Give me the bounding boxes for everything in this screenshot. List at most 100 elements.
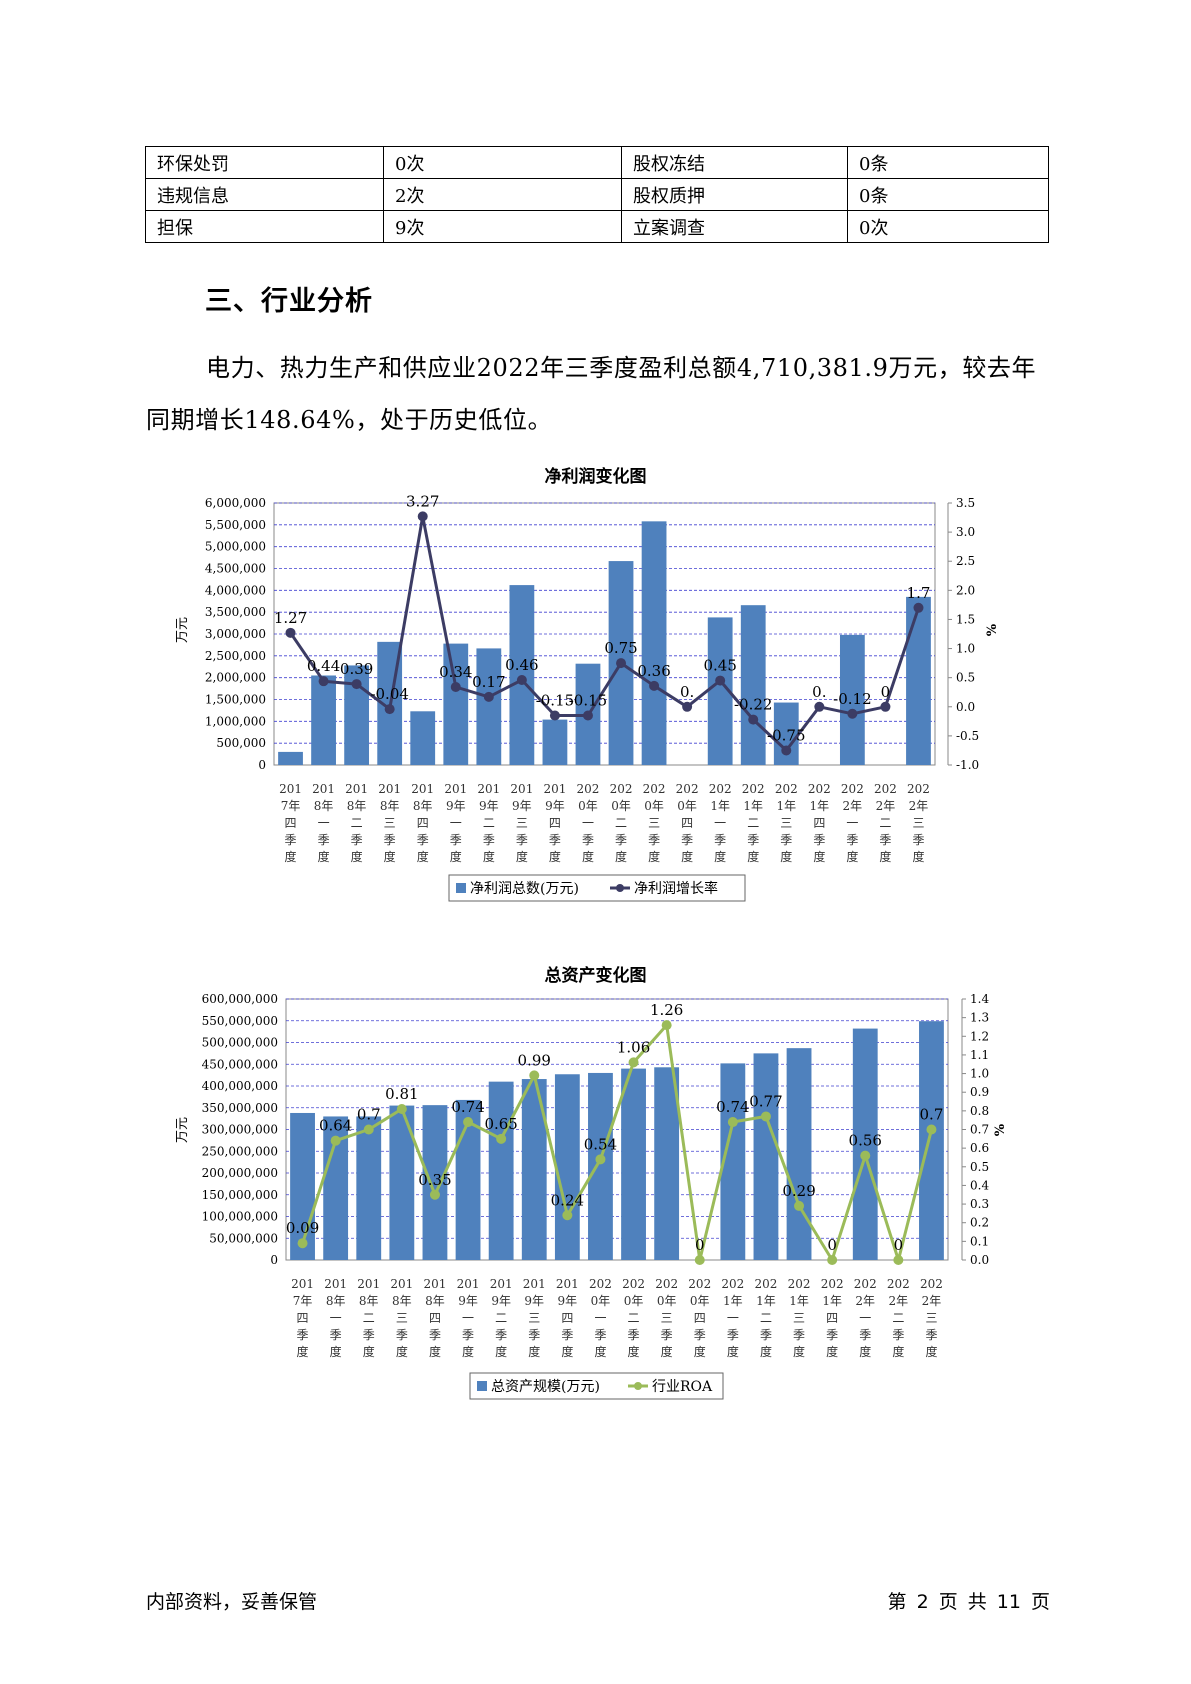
x-tick-label: 四	[417, 816, 429, 830]
data-label: -0.22	[734, 696, 772, 714]
info-table-row: 环保处罚 0次 股权冻结 0条	[145, 146, 1049, 179]
x-tick-label: 二	[363, 1311, 375, 1325]
x-tick-label: 202	[577, 782, 600, 796]
x-tick-label: 一	[594, 1311, 606, 1325]
x-tick-label: 四	[297, 1311, 309, 1325]
x-tick-label: 202	[920, 1277, 943, 1291]
y2-tick-label: 2.0	[956, 583, 975, 597]
x-tick-label: 四	[549, 816, 561, 830]
data-label: 0.44	[307, 657, 340, 675]
line-point	[827, 1255, 838, 1265]
y-tick-label: 4,000,000	[205, 583, 266, 597]
info-table-cell: 立案调查	[621, 210, 848, 243]
x-tick-label: 0年	[644, 799, 664, 813]
line-point	[516, 674, 527, 685]
x-tick-label: 201	[477, 782, 500, 796]
x-tick-label: 度	[384, 849, 396, 864]
x-tick-label: 二	[879, 816, 891, 830]
line-point	[661, 1020, 672, 1031]
legend-box	[448, 874, 746, 902]
y-tick-label: 1,500,000	[205, 693, 266, 707]
x-tick-label: 2年	[843, 799, 863, 813]
x-tick-label: 2年	[855, 1294, 875, 1308]
total-assets-chart: 600,000,000 550,000,000 500,000,000 450,000…	[175, 992, 1008, 1400]
x-tick-label: 一	[450, 816, 462, 830]
x-tick-label: 二	[747, 816, 759, 830]
y2-tick-label: 1.2	[970, 1029, 989, 1043]
data-label: 0.45	[703, 657, 736, 675]
x-tick-label: 季	[826, 1328, 838, 1342]
x-tick-label: 四	[429, 1311, 441, 1325]
x-tick-label: 季	[747, 833, 759, 847]
line-point	[297, 1238, 308, 1249]
x-tick-label: 度	[681, 849, 693, 864]
x-tick-label: 1年	[810, 799, 830, 813]
x-tick-label: 度	[912, 849, 924, 864]
x-tick-label: 202	[907, 782, 930, 796]
x-tick-label: 季	[495, 1328, 507, 1342]
x-tick-label: 二	[628, 1311, 640, 1325]
x-tick-label: 度	[780, 849, 792, 864]
bar	[588, 1072, 613, 1260]
data-label: 0.64	[319, 1117, 352, 1135]
section-heading: 三、行业分析	[205, 286, 373, 317]
x-tick-label: 一	[330, 1311, 342, 1325]
x-tick-label: 度	[450, 849, 462, 864]
x-tick-label: 201	[490, 1277, 513, 1291]
line-point	[748, 714, 759, 725]
x-tick-label: 1年	[710, 799, 730, 813]
data-label: 0	[894, 1236, 904, 1254]
legend-box	[469, 1372, 724, 1400]
y2-tick-label: -0.5	[956, 729, 979, 743]
x-tick-label: 度	[846, 849, 858, 864]
line-point	[429, 1189, 440, 1200]
x-tick-label: 度	[727, 1344, 739, 1359]
data-label: 0.75	[604, 639, 637, 657]
info-table-cell: 0次	[847, 210, 1049, 243]
data-label: 0.17	[472, 673, 505, 691]
legend-line-marker	[616, 884, 624, 892]
y-tick-label: 200,000,000	[202, 1166, 278, 1180]
line-point	[285, 627, 296, 638]
x-tick-label: 202	[887, 1277, 910, 1291]
x-tick-label: 202	[610, 782, 633, 796]
x-tick-label: 季	[318, 833, 330, 847]
x-tick-label: 201	[345, 782, 368, 796]
x-tick-label: 度	[648, 849, 660, 864]
x-tick-label: 度	[351, 849, 363, 864]
x-tick-label: 三	[648, 816, 660, 830]
line-point	[496, 1133, 507, 1144]
x-tick-label: 0年	[578, 799, 598, 813]
y2-tick-label: 1.1	[970, 1048, 989, 1062]
line-point	[847, 708, 858, 719]
x-tick-label: 202	[688, 1277, 711, 1291]
y-tick-label: 250,000,000	[202, 1144, 278, 1158]
x-tick-label: 201	[423, 1277, 446, 1291]
x-tick-label: 季	[925, 1328, 937, 1342]
data-label: 0.54	[584, 1135, 617, 1153]
x-tick-label: 9年	[491, 1294, 511, 1308]
x-tick-label: 9年	[479, 799, 499, 813]
bar	[740, 605, 766, 765]
y2-tick-label: 0.0	[956, 700, 975, 714]
x-tick-label: 四	[813, 816, 825, 830]
line-point	[562, 1210, 573, 1221]
x-tick-label: 度	[561, 1344, 573, 1359]
x-tick-label: 季	[892, 1328, 904, 1342]
y2-tick-label: -1.0	[956, 758, 979, 772]
x-tick-label: 季	[417, 833, 429, 847]
x-tick-label: 2年	[889, 1294, 909, 1308]
x-tick-label: 季	[594, 1328, 606, 1342]
x-tick-label: 季	[760, 1328, 772, 1342]
x-tick-label: 季	[396, 1328, 408, 1342]
x-tick-label: 季	[462, 1328, 474, 1342]
data-label: 0.7	[357, 1106, 381, 1124]
bar	[641, 521, 667, 765]
footer-page-number: 第 2 页 共 11 页	[887, 1591, 1050, 1613]
x-tick-label: 季	[429, 1328, 441, 1342]
data-label: 0.	[812, 683, 826, 701]
line-point	[351, 679, 362, 690]
line-point	[450, 681, 461, 692]
x-tick-label: 度	[760, 1344, 772, 1359]
x-tick-label: 202	[655, 1277, 678, 1291]
